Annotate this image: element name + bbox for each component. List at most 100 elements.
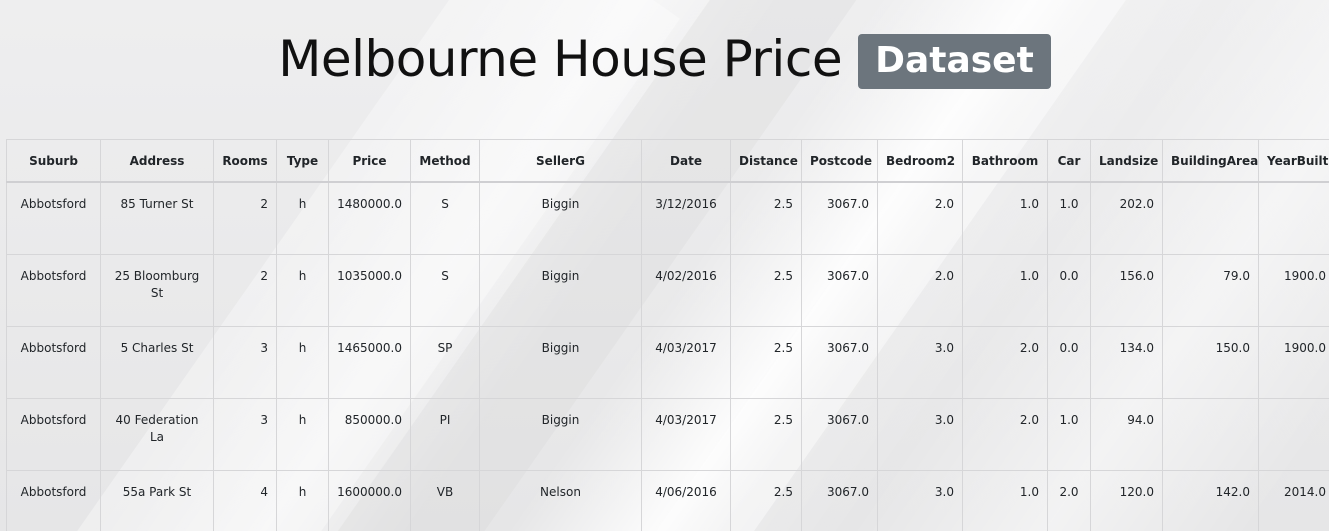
cell-buildingarea: [1162, 181, 1259, 255]
cell-address: 85 Turner St: [100, 181, 214, 255]
cell-landsize: 156.0: [1090, 254, 1163, 327]
cell-bathroom: 1.0: [962, 470, 1048, 531]
column-header-distance[interactable]: Distance: [730, 139, 802, 183]
cell-bedroom2: 3.0: [877, 470, 963, 531]
column-header-suburb[interactable]: Suburb: [6, 139, 101, 183]
column-header-bedroom2[interactable]: Bedroom2: [877, 139, 963, 183]
cell-type: h: [276, 470, 329, 531]
cell-sellerg: Biggin: [479, 254, 642, 327]
cell-postcode: 3067.0: [801, 470, 878, 531]
cell-landsize: 134.0: [1090, 326, 1163, 399]
column-header-buildingarea[interactable]: BuildingArea: [1162, 139, 1259, 183]
cell-method: SP: [410, 326, 480, 399]
cell-date: 4/03/2017: [641, 398, 731, 471]
cell-type: h: [276, 326, 329, 399]
cell-distance: 2.5: [730, 254, 802, 327]
column-header-rooms[interactable]: Rooms: [213, 139, 277, 183]
cell-bathroom: 1.0: [962, 181, 1048, 255]
column-header-postcode[interactable]: Postcode: [801, 139, 878, 183]
cell-buildingarea: [1162, 398, 1259, 471]
cell-sellerg: Biggin: [479, 326, 642, 399]
cell-price: 850000.0: [328, 398, 411, 471]
cell-landsize: 120.0: [1090, 470, 1163, 531]
cell-method: S: [410, 181, 480, 255]
cell-price: 1465000.0: [328, 326, 411, 399]
cell-yearbuilt: [1258, 398, 1329, 471]
cell-rooms: 3: [213, 326, 277, 399]
cell-sellerg: Nelson: [479, 470, 642, 531]
cell-postcode: 3067.0: [801, 326, 878, 399]
cell-car: 0.0: [1047, 326, 1091, 399]
cell-suburb: Abbotsford: [6, 254, 101, 327]
cell-price: 1035000.0: [328, 254, 411, 327]
cell-car: 1.0: [1047, 181, 1091, 255]
table-body: Abbotsford 85 Turner St 2 h 1480000.0 S Biggin…: [6, 181, 1329, 531]
cell-yearbuilt: 1900.0: [1258, 254, 1329, 327]
cell-postcode: 3067.0: [801, 254, 878, 327]
column-header-yearbuilt[interactable]: YearBuilt: [1258, 139, 1329, 183]
cell-rooms: 3: [213, 398, 277, 471]
cell-method: S: [410, 254, 480, 327]
cell-bedroom2: 3.0: [877, 398, 963, 471]
cell-suburb: Abbotsford: [6, 181, 101, 255]
column-header-address[interactable]: Address: [100, 139, 214, 183]
cell-bedroom2: 3.0: [877, 326, 963, 399]
cell-car: 0.0: [1047, 254, 1091, 327]
cell-sellerg: Biggin: [479, 398, 642, 471]
cell-date: 4/02/2016: [641, 254, 731, 327]
table-row[interactable]: Abbotsford 40 Federation La 3 h 850000.0 PI Bi…: [6, 398, 1329, 471]
data-table-container[interactable]: Suburb Address Rooms Type Price Method SellerG…: [6, 139, 1329, 531]
column-header-date[interactable]: Date: [641, 139, 731, 183]
table-row[interactable]: Abbotsford 5 Charles St 3 h 1465000.0 SP Biggi…: [6, 326, 1329, 399]
column-header-method[interactable]: Method: [410, 139, 480, 183]
page-header: Melbourne House Price Dataset: [0, 24, 1329, 94]
table-row[interactable]: Abbotsford 55a Park St 4 h 1600000.0 VB Nelson…: [6, 470, 1329, 531]
cell-type: h: [276, 254, 329, 327]
cell-bathroom: 2.0: [962, 326, 1048, 399]
column-header-landsize[interactable]: Landsize: [1090, 139, 1163, 183]
cell-method: VB: [410, 470, 480, 531]
column-header-bathroom[interactable]: Bathroom: [962, 139, 1048, 183]
cell-bathroom: 1.0: [962, 254, 1048, 327]
cell-bedroom2: 2.0: [877, 181, 963, 255]
cell-suburb: Abbotsford: [6, 398, 101, 471]
cell-suburb: Abbotsford: [6, 326, 101, 399]
cell-method: PI: [410, 398, 480, 471]
table-header-row: Suburb Address Rooms Type Price Method SellerG…: [6, 139, 1329, 183]
table-row[interactable]: Abbotsford 25 Bloomburg St 2 h 1035000.0 S Big…: [6, 254, 1329, 327]
cell-bathroom: 2.0: [962, 398, 1048, 471]
cell-yearbuilt: 2014.0: [1258, 470, 1329, 531]
cell-date: 4/06/2016: [641, 470, 731, 531]
cell-sellerg: Biggin: [479, 181, 642, 255]
cell-price: 1480000.0: [328, 181, 411, 255]
table-row[interactable]: Abbotsford 85 Turner St 2 h 1480000.0 S Biggin…: [6, 181, 1329, 255]
cell-distance: 2.5: [730, 326, 802, 399]
cell-rooms: 4: [213, 470, 277, 531]
cell-date: 3/12/2016: [641, 181, 731, 255]
cell-price: 1600000.0: [328, 470, 411, 531]
column-header-car[interactable]: Car: [1047, 139, 1091, 183]
cell-address: 25 Bloomburg St: [100, 254, 214, 327]
column-header-sellerg[interactable]: SellerG: [479, 139, 642, 183]
cell-date: 4/03/2017: [641, 326, 731, 399]
column-header-type[interactable]: Type: [276, 139, 329, 183]
cell-postcode: 3067.0: [801, 398, 878, 471]
cell-buildingarea: 142.0: [1162, 470, 1259, 531]
cell-yearbuilt: 1900.0: [1258, 326, 1329, 399]
cell-rooms: 2: [213, 254, 277, 327]
cell-type: h: [276, 181, 329, 255]
cell-car: 1.0: [1047, 398, 1091, 471]
cell-yearbuilt: [1258, 181, 1329, 255]
cell-rooms: 2: [213, 181, 277, 255]
cell-landsize: 202.0: [1090, 181, 1163, 255]
cell-postcode: 3067.0: [801, 181, 878, 255]
cell-distance: 2.5: [730, 398, 802, 471]
cell-distance: 2.5: [730, 470, 802, 531]
column-header-price[interactable]: Price: [328, 139, 411, 183]
house-price-table: Suburb Address Rooms Type Price Method SellerG…: [6, 139, 1329, 531]
dataset-badge: Dataset: [858, 33, 1051, 89]
cell-buildingarea: 79.0: [1162, 254, 1259, 327]
cell-address: 40 Federation La: [100, 398, 214, 471]
cell-type: h: [276, 398, 329, 471]
page-title: Melbourne House Price: [278, 30, 843, 88]
